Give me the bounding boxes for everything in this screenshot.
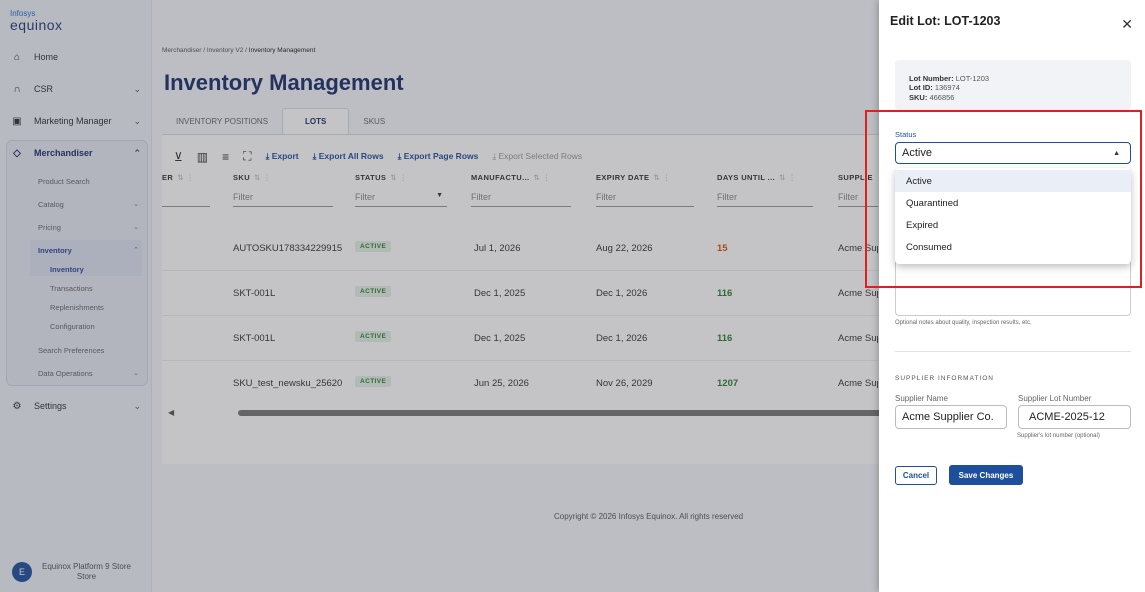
lot-number-line: Lot Number: LOT-1203 <box>909 74 1123 83</box>
lot-id-label: Lot ID: <box>909 83 933 92</box>
supplier-section-heading: SUPPLIER INFORMATION <box>895 375 994 382</box>
sku-label: SKU: <box>909 93 927 102</box>
cancel-button[interactable]: Cancel <box>895 466 937 485</box>
lot-info-box: Lot Number: LOT-1203 Lot ID: 136974 SKU:… <box>895 60 1131 110</box>
sku-value: 466856 <box>929 93 954 102</box>
supplier-name-label: Supplier Name <box>895 394 948 403</box>
supplier-name-input[interactable]: Acme Supplier Co. <box>895 405 1007 429</box>
highlight-box <box>865 110 1142 288</box>
close-icon[interactable]: ✕ <box>1121 16 1133 33</box>
supplier-lot-input[interactable]: ACME-2025-12 <box>1018 405 1131 429</box>
notes-helper-text: Optional notes about quality, inspection… <box>895 320 1032 326</box>
drawer-title: Edit Lot: LOT-1203 <box>890 14 1000 28</box>
supplier-lot-label: Supplier Lot Number <box>1018 394 1091 403</box>
save-changes-button[interactable]: Save Changes <box>949 465 1023 485</box>
lot-id-value: 136974 <box>935 83 960 92</box>
sku-line: SKU: 466856 <box>909 93 1123 102</box>
lot-number-value: LOT-1203 <box>956 74 989 83</box>
divider <box>895 351 1131 352</box>
lot-id-line: Lot ID: 136974 <box>909 83 1123 92</box>
supplier-lot-helper-text: Supplier's lot number (optional) <box>1017 433 1100 439</box>
edit-lot-drawer: Edit Lot: LOT-1203 ✕ Lot Number: LOT-120… <box>879 0 1145 592</box>
lot-number-label: Lot Number: <box>909 74 954 83</box>
